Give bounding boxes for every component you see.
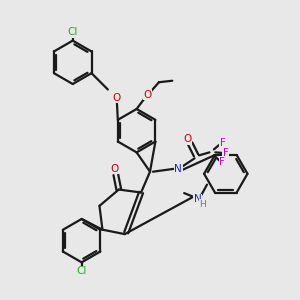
Text: O: O [112,93,120,103]
Text: O: O [143,90,152,100]
Text: F: F [223,148,229,158]
Text: N: N [174,164,182,174]
Text: F: F [219,157,225,167]
Text: Cl: Cl [76,266,87,276]
Text: N: N [194,194,201,204]
Text: O: O [110,164,118,174]
Text: Cl: Cl [68,27,78,37]
Text: O: O [184,134,192,144]
Text: H: H [200,200,206,209]
Text: F: F [220,138,226,148]
